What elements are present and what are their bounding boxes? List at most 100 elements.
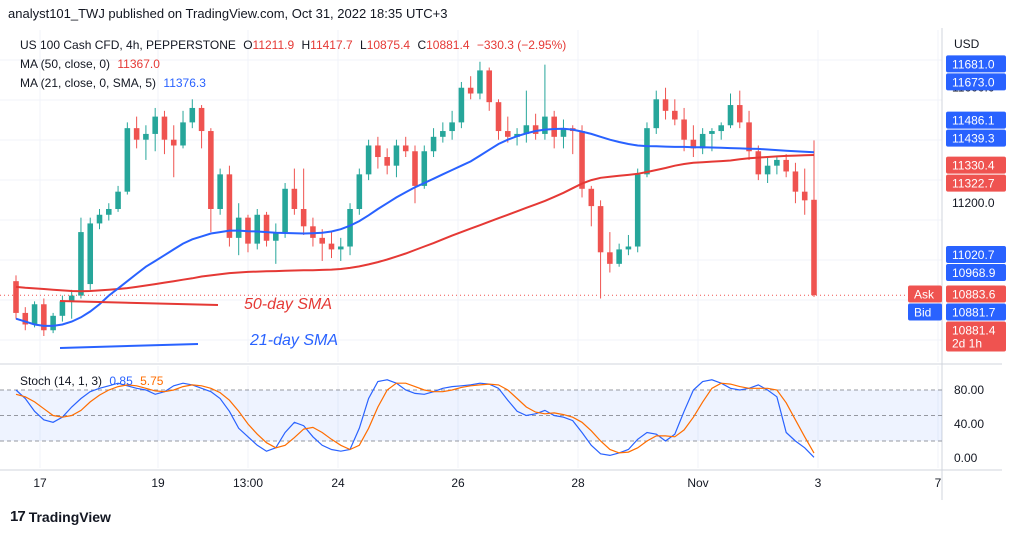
time-axis-label: 17 [33,476,47,490]
candle-body [597,206,604,253]
candle-body [421,151,428,186]
axis-price-label: 10881.4 [952,324,996,338]
candle-body [505,131,511,137]
ma50-value: 11367.0 [117,57,160,71]
time-axis-label: 7 [935,476,942,490]
candle-body [198,107,205,132]
candle-body [50,315,56,331]
axis-price-label: 11020.7 [952,248,995,262]
axis-price-label-bg [946,321,1006,352]
candle-body [458,87,465,123]
candle-body [282,188,288,233]
axis-price-label-bg [946,263,1006,281]
tradingview-footer[interactable]: 17 TradingView [10,508,111,525]
candle-body [467,87,474,94]
candle-body [616,249,622,264]
ma21-line [15,127,815,327]
ma21-label: MA (21, close, 0, SMA, 5) [20,76,157,90]
symbol-name: US 100 Cash CFD, 4h, PEPPERSTONE [20,38,236,52]
axis-countdown-label: 2d 1h [952,337,982,351]
close-value: 10881.4 [426,38,470,52]
candle-body [393,145,400,166]
candle-body [634,174,641,247]
stoch-axis-tick-label: 80.00 [954,383,984,397]
stoch-axis-tick-label: 40.00 [954,417,984,431]
grid-lines [0,28,1002,500]
time-axis-label: 13:00 [233,476,263,490]
axis-price-label: 11486.1 [952,114,995,128]
open-value: 11211.9 [252,38,295,52]
candle-body [319,237,325,244]
axis-price-label-bg [946,285,1006,303]
axis-price-label-bg [946,174,1006,192]
ma50-label: MA (50, close, 0) [20,57,111,71]
candle-body [709,131,715,134]
axis-price-label-bg [946,111,1006,129]
tradingview-logo-icon: 17 [10,508,26,525]
axis-price-label: 11681.0 [952,57,995,71]
candle-body [106,208,112,215]
candle-body [180,122,186,146]
axis-price-label-bg [946,129,1006,147]
candle-body [690,139,697,149]
stochastic-pane [0,379,942,458]
axis-price-label-bg [946,156,1006,174]
candle-body [217,174,223,209]
axis-tick-label: 11200.0 [952,196,995,210]
candle-body [170,139,177,146]
publish-header: analyst101_TWJ published on TradingView.… [8,6,448,21]
candle-body [402,145,409,152]
candle-body [523,125,530,134]
axis-price-label: 10968.9 [952,266,996,280]
axis-price-label: 11322.7 [952,177,995,191]
open-label: O [243,38,253,52]
candle-body [440,131,446,137]
candle-body [87,223,94,285]
candle-body [718,125,724,132]
candlestick-series [0,61,942,337]
candle-body [152,116,158,134]
candle-body [412,151,418,186]
ma50-legend: MA (50, close, 0) 11367.0 [20,57,164,71]
candle-body [22,312,29,325]
axis-price-label: 11330.4 [952,159,995,173]
candle-body [328,243,335,250]
axis-price-label: 11673.0 [952,75,995,89]
ma21-value: 11376.3 [163,76,206,90]
candle-body [495,102,502,132]
candle-body [681,119,687,140]
candle-body [774,159,780,166]
candle-body [449,122,455,132]
candle-body [662,99,669,111]
candle-body [783,159,789,172]
time-axis-label: 28 [571,476,585,490]
candle-body [588,188,595,207]
time-axis-label: Nov [687,476,708,490]
candle-body [430,136,437,152]
stoch-label: Stoch (14, 1, 3) [20,374,103,388]
candle-body [161,116,168,140]
candle-body [653,99,660,129]
time-axis-label: 3 [815,476,822,490]
candle-body [764,165,771,175]
symbol-legend: US 100 Cash CFD, 4h, PEPPERSTONE O11211.… [20,38,570,52]
stoch-k-line [15,379,815,458]
annotation-line-50 [59,300,219,306]
low-value: 10875.4 [366,38,411,52]
candle-body [347,208,353,247]
candle-body [532,125,539,134]
axis-price-label: 10883.6 [952,288,996,302]
candle-body [365,145,372,175]
candle-body [811,199,817,296]
low-label: L [360,38,367,52]
candle-body [486,70,493,103]
candle-body [291,188,298,209]
time-axis-label: 24 [331,476,345,490]
candle-body [189,107,196,123]
stoch-axis-tick-label: 0.00 [954,451,978,465]
axis-price-label-bg [946,303,1006,321]
candle-body [143,133,149,140]
candle-body [801,191,808,201]
candle-body [208,131,214,209]
